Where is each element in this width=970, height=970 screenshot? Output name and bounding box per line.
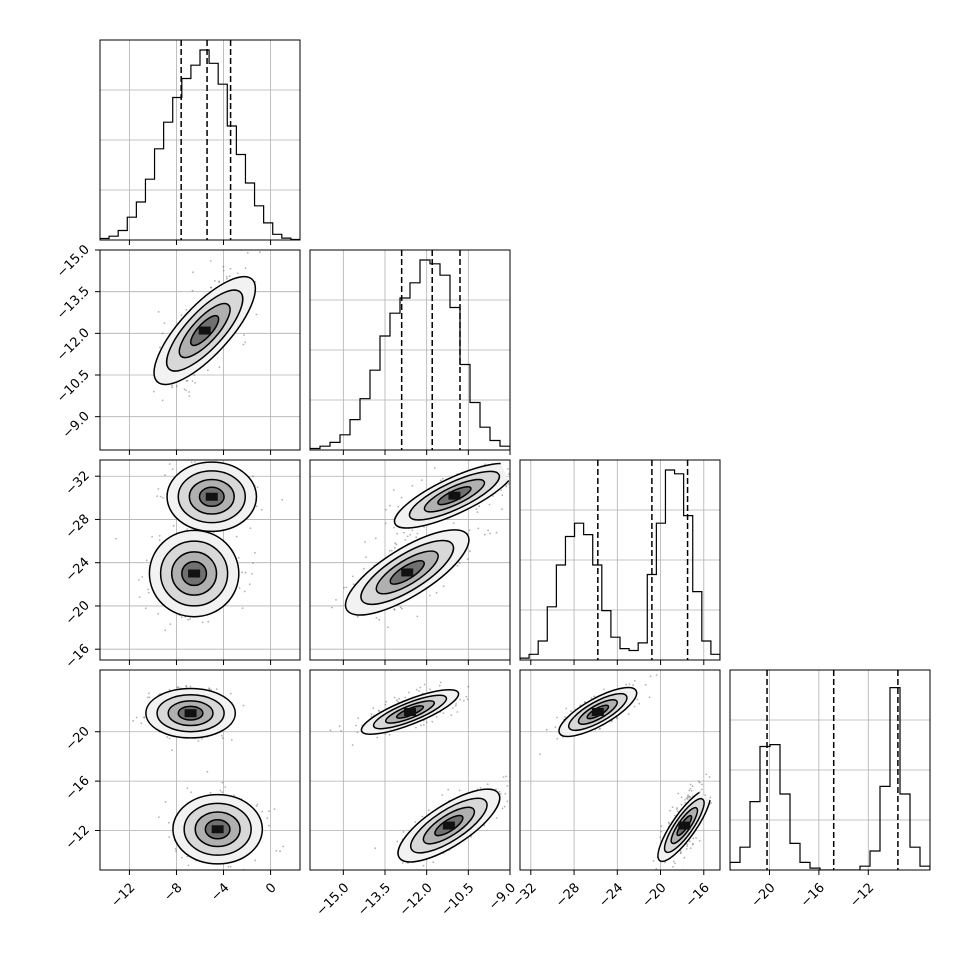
x-tick-label: −32 [510,880,540,910]
y-tick-label: −10.5 [54,367,93,406]
y-tick-label: −24 [63,555,93,585]
density-peak [198,326,211,335]
density-peak [188,569,201,578]
density-peak [401,568,414,577]
x-tick-label: −15.0 [314,880,353,919]
panel-border [99,459,301,661]
x-tick-label: −12.0 [397,880,436,919]
panel-border [99,249,301,451]
scatter-panel-3-0 [99,669,301,871]
x-tick-label: −20 [749,880,779,910]
histogram-panel-3 [729,669,931,871]
y-tick-label: −9.0 [60,409,93,442]
panel-border [309,249,511,451]
x-tick-label: −12 [847,880,877,910]
histogram-step [100,49,300,240]
y-tick-label: −32 [63,468,93,498]
x-tick-label: −24 [596,880,626,910]
x-tick-label: −13.5 [355,880,394,919]
y-tick-label: −16 [63,773,93,803]
x-tick-label: −10.5 [439,880,478,919]
y-tick-label: −20 [63,598,93,628]
density-peak [448,491,461,500]
x-tick-label: −20 [640,880,670,910]
panel-border [729,669,931,871]
panel-border [309,459,511,661]
scatter-panel-3-2 [519,669,721,871]
y-tick-label: −13.5 [54,284,93,323]
y-tick-label: −28 [63,512,93,542]
panel-border [99,669,301,871]
histogram-panel-0 [99,39,301,241]
x-tick-label: 0 [263,880,279,896]
panel-border [309,669,511,871]
density-peak [184,709,197,718]
histogram-step [730,687,930,870]
histogram-step [310,259,510,450]
y-tick-label: −20 [63,724,93,754]
scatter-panel-2-0 [99,459,301,661]
y-tick-label: −12 [63,823,93,853]
x-tick-label: −28 [553,880,583,910]
x-tick-label: −8 [161,880,185,904]
scatter-panel-2-1 [309,459,516,661]
density-peak [205,492,218,501]
x-tick-label: −12 [108,880,138,910]
histogram-panel-1 [309,249,511,451]
density-peak [591,707,604,716]
density-peak [404,707,416,716]
density-peak [442,821,455,830]
scatter-panel-1-0 [99,249,301,451]
panel-border [519,669,721,871]
x-tick-label: −16 [683,880,713,910]
y-tick-label: −12.0 [54,326,93,365]
x-tick-label: −16 [798,880,828,910]
panel-border [99,39,301,241]
histogram-panel-2 [519,459,721,661]
density-peak [211,825,224,834]
y-tick-label: −15.0 [54,242,93,281]
y-tick-label: −16 [63,641,93,671]
x-tick-label: −4 [208,880,232,904]
scatter-panel-3-1 [309,669,511,871]
histogram-step [520,469,720,660]
density-peak [678,821,691,830]
panel-border [519,459,721,661]
